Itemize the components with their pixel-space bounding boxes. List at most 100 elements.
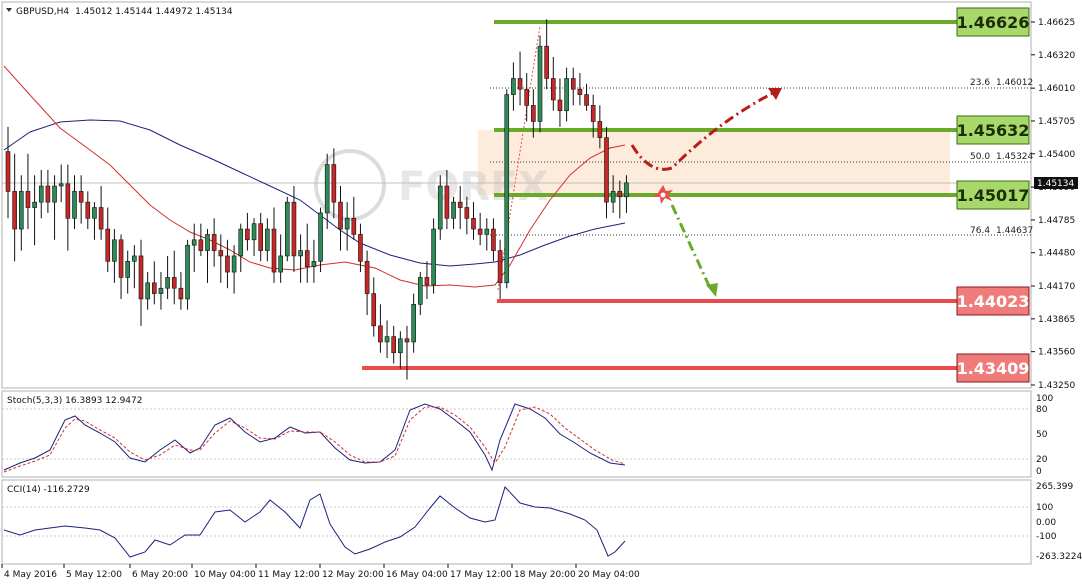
candle (125, 250, 130, 294)
candle (324, 153, 330, 230)
candle (158, 272, 164, 310)
candle (92, 202, 97, 240)
candle (145, 272, 150, 310)
svg-text:1.45134: 1.45134 (1037, 179, 1074, 189)
candle (258, 212, 264, 262)
candle (391, 325, 397, 364)
stoch-panel (1, 390, 1032, 478)
candle (238, 223, 244, 273)
candle (404, 325, 410, 380)
candle (431, 218, 436, 294)
price-tick-label: 1.43865 (1038, 315, 1075, 325)
candle (152, 261, 157, 305)
candle (112, 229, 117, 283)
candle (318, 207, 323, 273)
bearish-arrow-head (706, 283, 718, 297)
candle (344, 202, 350, 251)
candle (105, 207, 111, 273)
candle (444, 169, 450, 230)
candle (291, 186, 297, 273)
level-box-2: 1.45632 (956, 115, 1030, 145)
candle (557, 78, 563, 127)
fib-label-764: 76.4 1.44637 (970, 226, 1033, 236)
cci-line (3, 486, 626, 558)
candle (58, 164, 64, 203)
stoch-tick-label: 0 (1036, 467, 1042, 477)
stoch-tick-label: 80 (1036, 405, 1048, 415)
candle (464, 196, 470, 235)
candle (265, 218, 270, 262)
time-tick-label: 6 May 20:00 (132, 570, 188, 580)
candle (371, 277, 377, 337)
candle (284, 196, 290, 262)
candle (424, 261, 430, 299)
candle (205, 229, 210, 283)
candle (52, 175, 57, 240)
level-box-1: 1.46626 (956, 7, 1030, 37)
time-tick-label: 11 May 12:00 (258, 570, 320, 580)
price-tick-label: 1.43250 (1038, 381, 1075, 391)
cci-tick-label: 100 (1036, 503, 1053, 513)
candle (225, 239, 230, 289)
candle (338, 186, 343, 251)
candle (604, 126, 609, 219)
candle (471, 202, 476, 240)
candle (18, 175, 24, 251)
candle (358, 223, 363, 273)
time-axis: 4 May 2016 5 May 12:00 6 May 20:00 10 May 0… (1, 564, 640, 580)
candle (304, 223, 310, 283)
level-box-5: 1.43409 (956, 353, 1030, 383)
symbol-dropdown-icon[interactable] (6, 8, 12, 12)
candle (384, 320, 390, 359)
svg-text:1.44023: 1.44023 (957, 292, 1030, 311)
bearish-arrow-path (670, 204, 712, 289)
candle (245, 212, 250, 251)
candle (417, 272, 423, 316)
candle (138, 239, 144, 326)
candle (531, 89, 536, 138)
candle (231, 245, 237, 294)
candle (437, 175, 443, 240)
ma-fast-line (3, 65, 626, 288)
time-tick-label: 5 May 12:00 (66, 570, 122, 580)
candle (497, 239, 503, 299)
level-box-4: 1.44023 (956, 286, 1030, 316)
candle (251, 218, 257, 256)
time-tick-label: 16 May 04:00 (386, 570, 448, 580)
fib-zone (478, 130, 950, 195)
fib-label-500: 50.0 1.45324 (970, 152, 1034, 162)
candle (610, 175, 616, 213)
cci-tick-label: 265.399 (1036, 482, 1073, 492)
cci-tick-label: 0.00 (1036, 518, 1056, 528)
candle (298, 234, 303, 283)
candle (5, 126, 11, 219)
candle (331, 148, 337, 219)
stoch-tick-label: 20 (1036, 455, 1048, 465)
breakout-star-icon (653, 185, 673, 204)
bullish-arrow-path (630, 90, 776, 171)
cci-tick-label: -263.3224 (1036, 552, 1082, 562)
price-tick-label: 1.46625 (1038, 18, 1075, 28)
candle (504, 89, 510, 289)
time-tick-label: 10 May 04:00 (194, 570, 256, 580)
cci-axis: 265.399 100 0.00 -100 -263.3224 (1036, 482, 1082, 562)
candle (411, 293, 416, 353)
candle (584, 83, 589, 111)
candles (5, 19, 629, 380)
candle (311, 239, 317, 283)
candle (511, 62, 516, 111)
candle (165, 255, 170, 299)
candle (451, 196, 456, 230)
candle (132, 245, 137, 289)
price-tick-label: 1.46320 (1038, 51, 1075, 61)
svg-text:1.45017: 1.45017 (957, 186, 1030, 205)
cci-panel (1, 479, 1032, 565)
svg-text:1.46626: 1.46626 (957, 13, 1030, 32)
cci-tick-label: -100 (1036, 532, 1057, 542)
watermark: FOREX (314, 149, 548, 221)
candle (185, 239, 190, 310)
candle (398, 331, 403, 369)
level-box-3: 1.45017 (956, 180, 1030, 210)
candle (564, 67, 569, 122)
candle (38, 169, 44, 219)
